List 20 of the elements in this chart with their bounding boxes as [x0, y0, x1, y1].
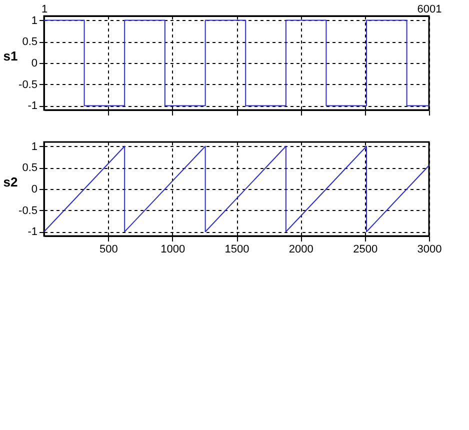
y-tick-label: 0.5: [22, 162, 38, 174]
y-tick-label: 0.5: [22, 36, 38, 48]
y-tick-label: 1: [31, 140, 38, 153]
y-axis-title: s2: [3, 174, 18, 190]
y-tick-label: -1: [28, 100, 38, 112]
x-tick-label: 500: [99, 244, 118, 256]
x2-tick-label: 6001: [417, 4, 442, 16]
y-tick-label: -0.5: [18, 204, 38, 217]
x-tick-label: 1500: [224, 244, 250, 256]
x-tick-label: 1000: [160, 244, 186, 256]
y-tick-label: -0.5: [18, 78, 38, 91]
y-tick-label: 0: [31, 58, 38, 70]
x-tick-label: 3000: [417, 244, 442, 256]
y-tick-label: 0: [31, 184, 38, 196]
y-tick-label: 1: [31, 14, 38, 27]
x2-tick-label: 1: [41, 4, 48, 16]
y-axis-title: s1: [3, 48, 18, 64]
x-tick-label: 2500: [353, 244, 378, 256]
y-tick-label: -1: [28, 226, 38, 238]
x-tick-label: 2000: [288, 244, 314, 256]
